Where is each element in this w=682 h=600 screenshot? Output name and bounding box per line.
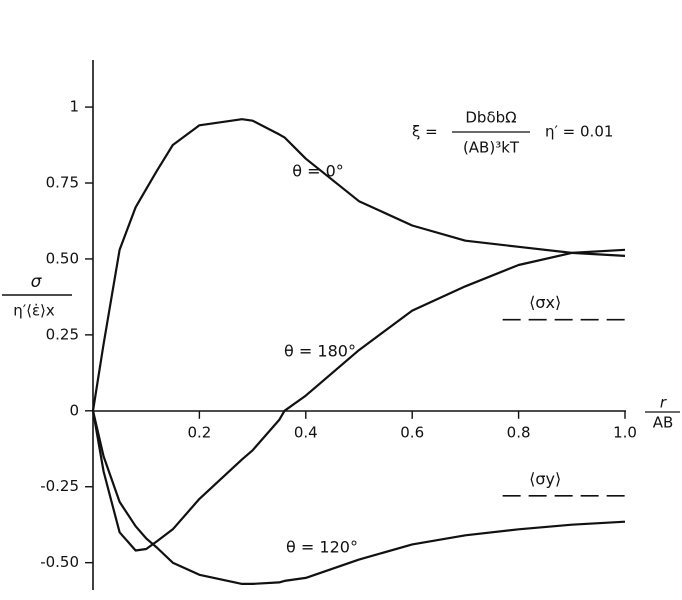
equation-denominator: (AB)³kT — [463, 139, 520, 157]
curve-label: θ = 180° — [284, 342, 356, 361]
x-tick-label: 0.6 — [400, 423, 424, 441]
x-label-numerator: r — [660, 394, 667, 412]
y-tick-label: 0.25 — [46, 325, 79, 343]
curve-label: θ = 0° — [292, 162, 344, 181]
y-tick-label: 0.50 — [46, 249, 79, 267]
equation-numerator: DbδbΩ — [465, 109, 516, 127]
y-tick-label: -0.50 — [40, 553, 79, 571]
reference-label: ⟨σx⟩ — [529, 293, 561, 312]
x-label-denominator: AB — [653, 414, 674, 432]
x-tick-label: 0.2 — [187, 423, 211, 441]
curve-label: θ = 120° — [286, 538, 358, 557]
curve — [91, 410, 626, 585]
x-tick-label: 0.4 — [294, 423, 318, 441]
y-label-denominator: η′⟨ε̇⟩x — [13, 302, 55, 320]
curve — [91, 118, 626, 411]
reference-label: ⟨σy⟩ — [529, 469, 561, 488]
y-tick-label: 0 — [69, 401, 79, 419]
equation-eta: η′ = 0.01 — [545, 123, 613, 141]
y-label-numerator: σ — [31, 272, 43, 292]
y-tick-label: 0.75 — [46, 174, 79, 192]
y-tick-label: 1 — [69, 98, 79, 116]
equation-lhs: ξ = — [412, 123, 438, 141]
x-tick-label: 0.8 — [507, 423, 531, 441]
x-tick-label: 1.0 — [613, 423, 637, 441]
y-tick-label: -0.25 — [40, 477, 79, 495]
curve — [91, 248, 626, 552]
